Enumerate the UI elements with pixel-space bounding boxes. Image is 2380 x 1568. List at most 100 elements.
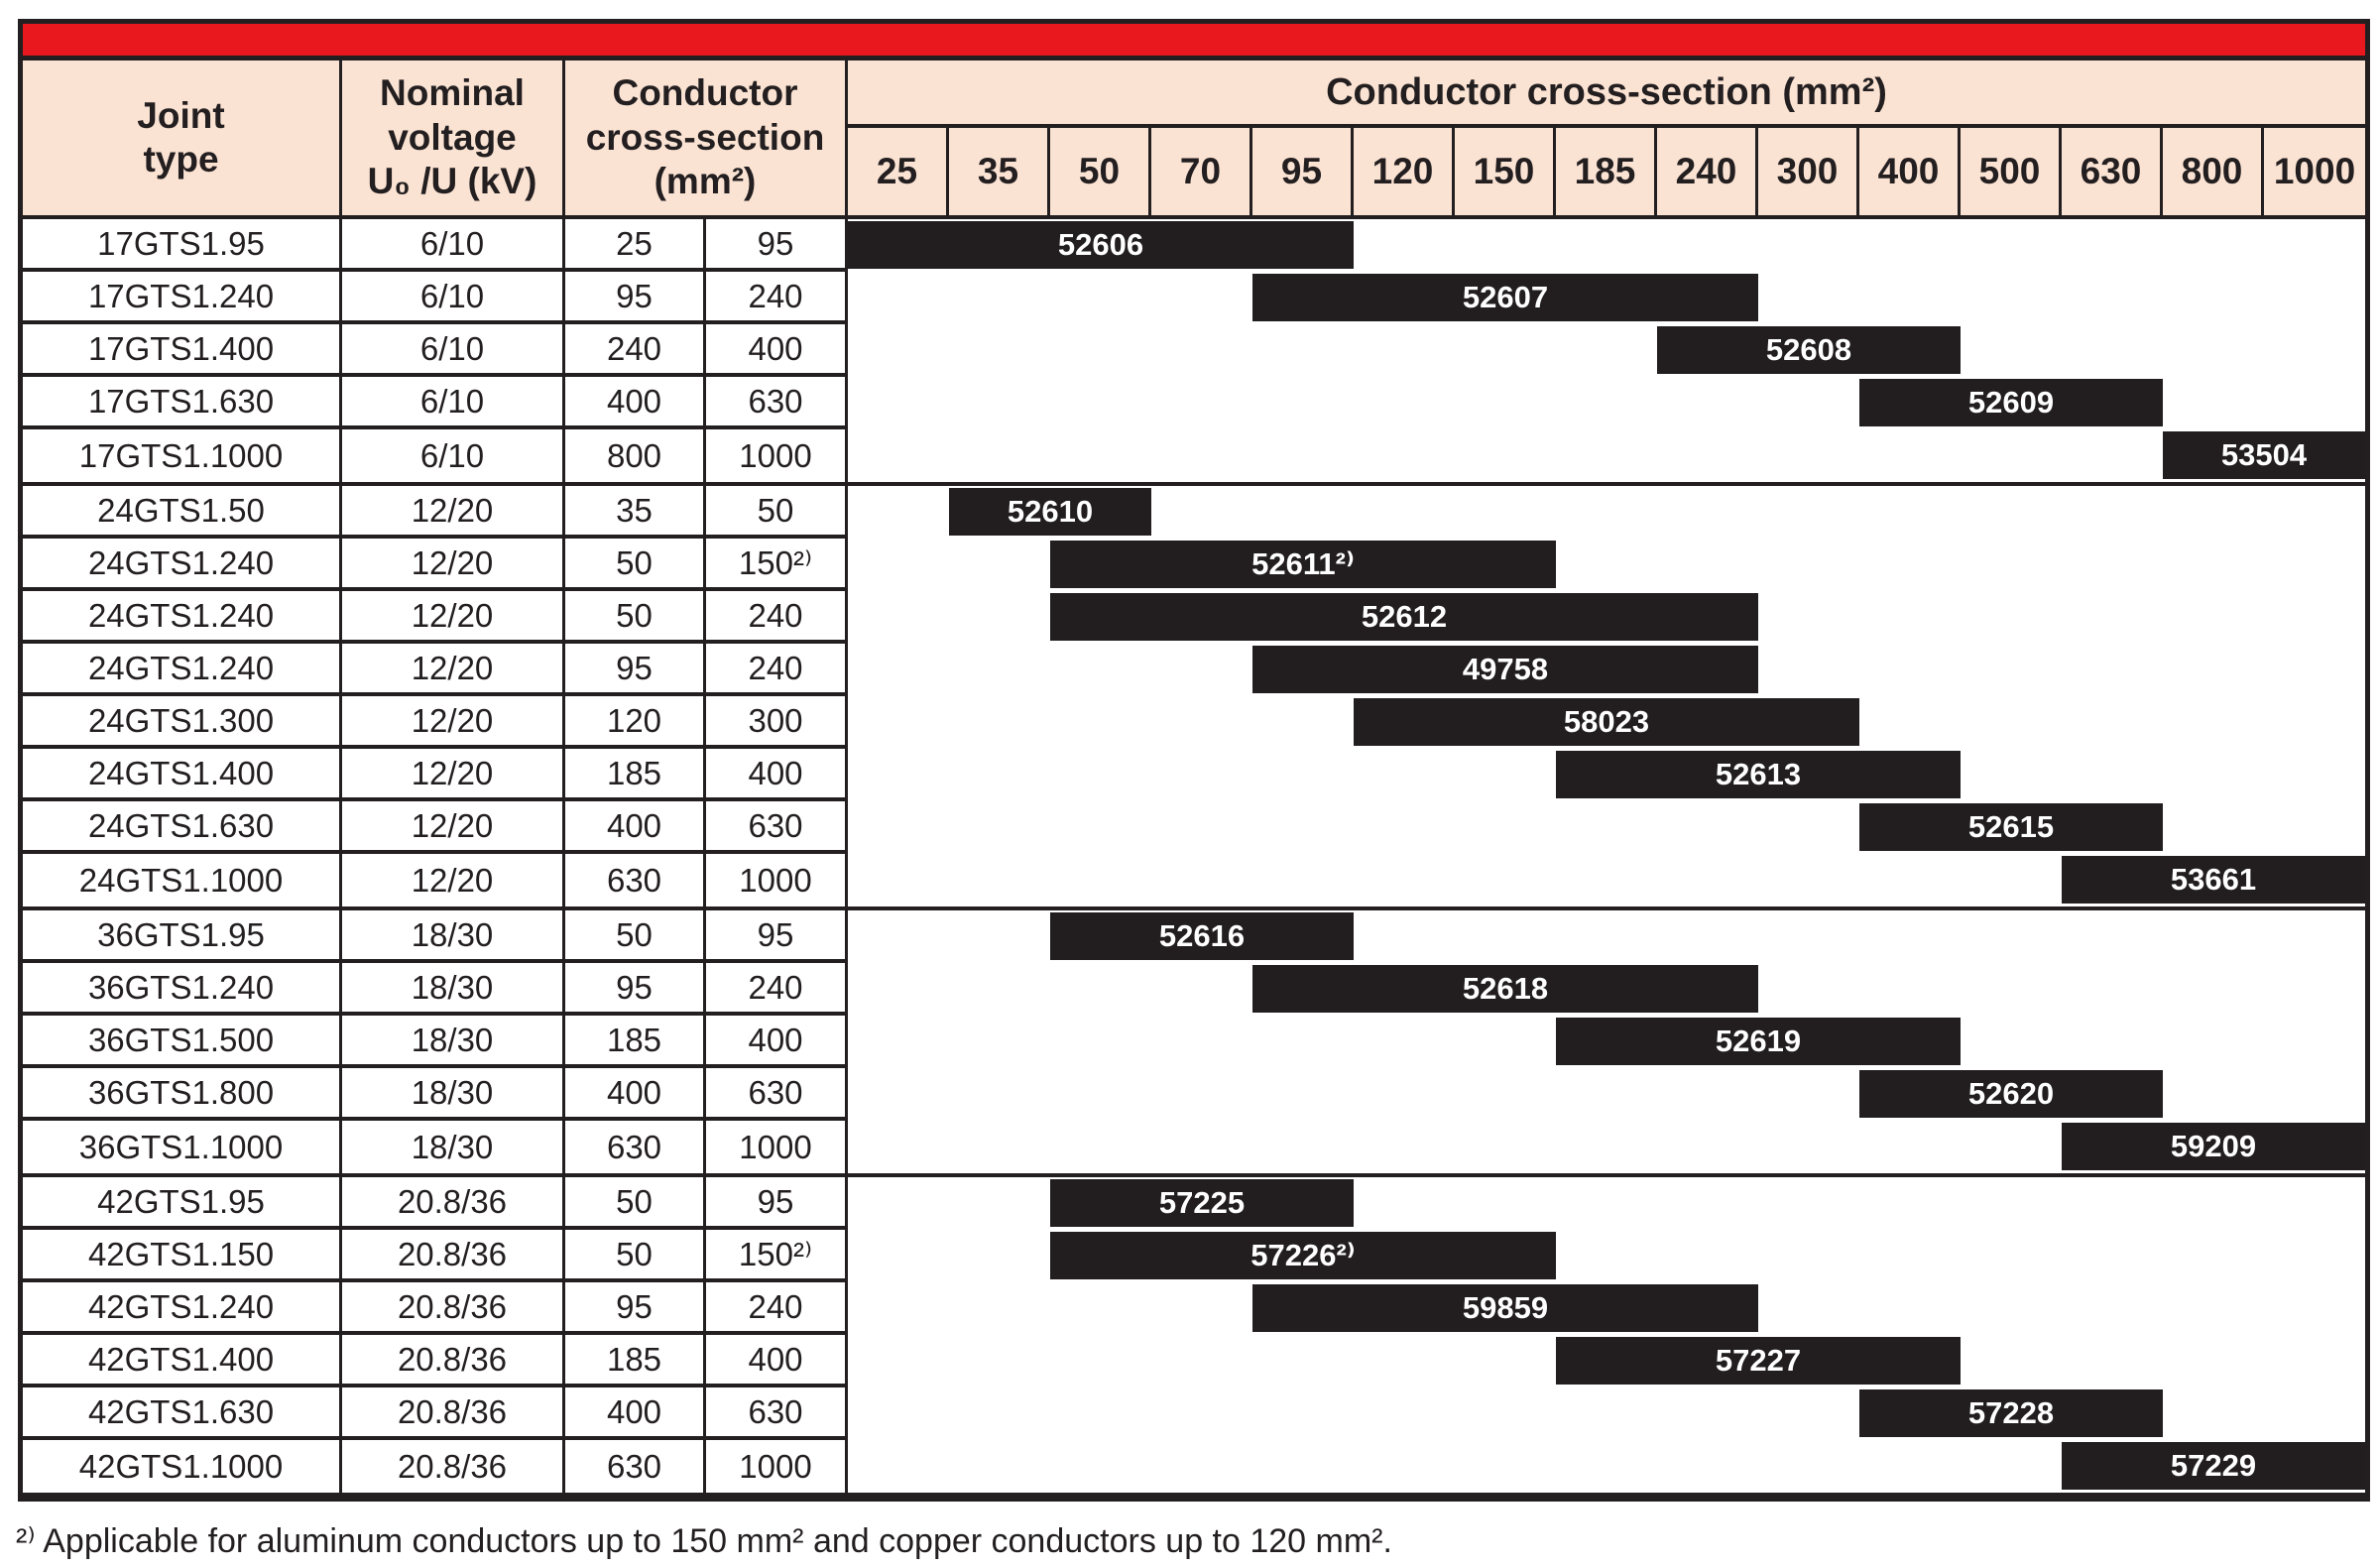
cs-to-cell: 240 <box>706 591 848 644</box>
joint-type-cell: 36GTS1.800 <box>23 1068 342 1121</box>
joint-type-cell: 42GTS1.630 <box>23 1387 342 1440</box>
voltage-cell: 18/30 <box>342 1016 565 1068</box>
product-bar: 52607 <box>1252 274 1758 321</box>
voltage-cell: 12/20 <box>342 591 565 644</box>
table-body: 17GTS1.95 6/10 25 95 52606 17GTS1.240 6/10 95 24… <box>23 219 2365 1493</box>
bar-track: 52619 <box>848 1016 2365 1068</box>
cs-to-cell: 1000 <box>706 1121 848 1173</box>
size-column-header: 70 <box>1151 128 1252 215</box>
cs-to-cell: 300 <box>706 696 848 749</box>
red-accent-bar <box>23 24 2365 60</box>
cs-to-cell: 50 <box>706 486 848 539</box>
voltage-cell: 12/20 <box>342 696 565 749</box>
voltage-cell: 20.8/36 <box>342 1335 565 1387</box>
cs-to-cell: 95 <box>706 910 848 963</box>
cs-to-cell: 240 <box>706 644 848 696</box>
joint-type-cell: 17GTS1.95 <box>23 219 342 272</box>
joint-type-cell: 24GTS1.1000 <box>23 854 342 906</box>
size-column-header: 630 <box>2062 128 2163 215</box>
table-header: Joint type Nominal voltage U₀ /U (kV) Co… <box>23 60 2365 219</box>
table-row: 24GTS1.240 12/20 50 150²⁾ 52611²⁾ <box>23 539 2365 591</box>
joint-type-cell: 24GTS1.50 <box>23 486 342 539</box>
voltage-cell: 18/30 <box>342 910 565 963</box>
product-bar: 59209 <box>2062 1123 2365 1170</box>
voltage-cell: 20.8/36 <box>342 1282 565 1335</box>
cs-from-cell: 400 <box>565 801 706 854</box>
voltage-cell: 18/30 <box>342 1068 565 1121</box>
product-bar: 49758 <box>1252 646 1758 693</box>
product-bar: 52613 <box>1556 751 1961 798</box>
cs-to-cell: 630 <box>706 377 848 429</box>
joint-type-cell: 36GTS1.1000 <box>23 1121 342 1173</box>
joint-type-cell: 17GTS1.630 <box>23 377 342 429</box>
cs-to-cell: 240 <box>706 963 848 1016</box>
voltage-cell: 18/30 <box>342 1121 565 1173</box>
joint-type-cell: 36GTS1.240 <box>23 963 342 1016</box>
size-column-header: 1000 <box>2273 151 2356 191</box>
row-group: 42GTS1.95 20.8/36 50 95 57225 42GTS1.150 20.8/… <box>23 1177 2365 1493</box>
product-bar: 52615 <box>1859 803 2163 851</box>
table-row: 36GTS1.800 18/30 400 630 52620 <box>23 1068 2365 1121</box>
table-row: 36GTS1.1000 18/30 630 1000 59209 <box>23 1121 2365 1173</box>
cs-from-cell: 95 <box>565 272 706 324</box>
bar-track: 57225 <box>848 1177 2365 1230</box>
joint-type-cell: 42GTS1.240 <box>23 1282 342 1335</box>
table-row: 36GTS1.500 18/30 185 400 52619 <box>23 1016 2365 1068</box>
bar-track: 53504 <box>848 429 2365 482</box>
joint-type-cell: 24GTS1.300 <box>23 696 342 749</box>
cs-to-cell: 1000 <box>706 1440 848 1493</box>
table-row: 42GTS1.150 20.8/36 50 150²⁾ 57226²⁾ <box>23 1230 2365 1282</box>
table-row: 36GTS1.240 18/30 95 240 52618 <box>23 963 2365 1016</box>
voltage-cell: 12/20 <box>342 854 565 906</box>
cs-to-cell: 95 <box>706 219 848 272</box>
bar-track: 52620 <box>848 1068 2365 1121</box>
bar-track: 52613 <box>848 749 2365 801</box>
product-bar: 52616 <box>1050 912 1354 960</box>
cs-from-cell: 95 <box>565 644 706 696</box>
table-row: 42GTS1.400 20.8/36 185 400 57227 <box>23 1335 2365 1387</box>
table-row: 24GTS1.240 12/20 50 240 52612 <box>23 591 2365 644</box>
size-column-header: 500 <box>1961 128 2062 215</box>
cs-to-cell: 630 <box>706 1387 848 1440</box>
footnote: ²⁾ Applicable for aluminum conductors up… <box>16 1522 1392 1560</box>
product-bar: 52610 <box>949 488 1151 536</box>
bar-track: 52606 <box>848 219 2365 272</box>
product-bar: 52608 <box>1657 326 1961 374</box>
cs-to-cell: 630 <box>706 1068 848 1121</box>
voltage-cell: 12/20 <box>342 539 565 591</box>
voltage-cell: 12/20 <box>342 801 565 854</box>
bar-track: 52609 <box>848 377 2365 429</box>
joint-type-cell: 17GTS1.400 <box>23 324 342 377</box>
bar-track: 52612 <box>848 591 2365 644</box>
joint-type-cell: 36GTS1.95 <box>23 910 342 963</box>
header-nominal-voltage: Nominal voltage U₀ /U (kV) <box>342 60 565 215</box>
product-bar: 52609 <box>1859 379 2163 426</box>
size-column-header: 95 <box>1252 128 1354 215</box>
bar-track: 52618 <box>848 963 2365 1016</box>
table-row: 42GTS1.1000 20.8/36 630 1000 57229 <box>23 1440 2365 1493</box>
table-row: 42GTS1.630 20.8/36 400 630 57228 <box>23 1387 2365 1440</box>
table-row: 17GTS1.95 6/10 25 95 52606 <box>23 219 2365 272</box>
product-bar: 52612 <box>1050 593 1758 641</box>
product-bar: 57228 <box>1859 1389 2163 1437</box>
joint-type-cell: 42GTS1.400 <box>23 1335 342 1387</box>
joint-type-cell: 42GTS1.150 <box>23 1230 342 1282</box>
table-row: 24GTS1.630 12/20 400 630 52615 <box>23 801 2365 854</box>
header-ccs-columns-label: Conductor cross-section (mm²) <box>848 60 2365 128</box>
table-row: 42GTS1.95 20.8/36 50 95 57225 <box>23 1177 2365 1230</box>
product-bar: 52620 <box>1859 1070 2163 1118</box>
cs-from-cell: 25 <box>565 219 706 272</box>
size-column-header: 185 <box>1556 128 1657 215</box>
cs-from-cell: 630 <box>565 1440 706 1493</box>
header-joint-type: Joint type <box>23 60 342 215</box>
cs-from-cell: 95 <box>565 1282 706 1335</box>
size-column-header: 50 <box>1050 128 1151 215</box>
product-bar: 58023 <box>1354 698 1859 746</box>
cs-from-cell: 185 <box>565 1335 706 1387</box>
table-row: 24GTS1.1000 12/20 630 1000 53661 <box>23 854 2365 906</box>
table-row: 24GTS1.400 12/20 185 400 52613 <box>23 749 2365 801</box>
product-bar: 53661 <box>2062 856 2365 904</box>
cs-to-cell: 400 <box>706 1016 848 1068</box>
cs-from-cell: 50 <box>565 910 706 963</box>
joint-type-cell: 24GTS1.240 <box>23 644 342 696</box>
